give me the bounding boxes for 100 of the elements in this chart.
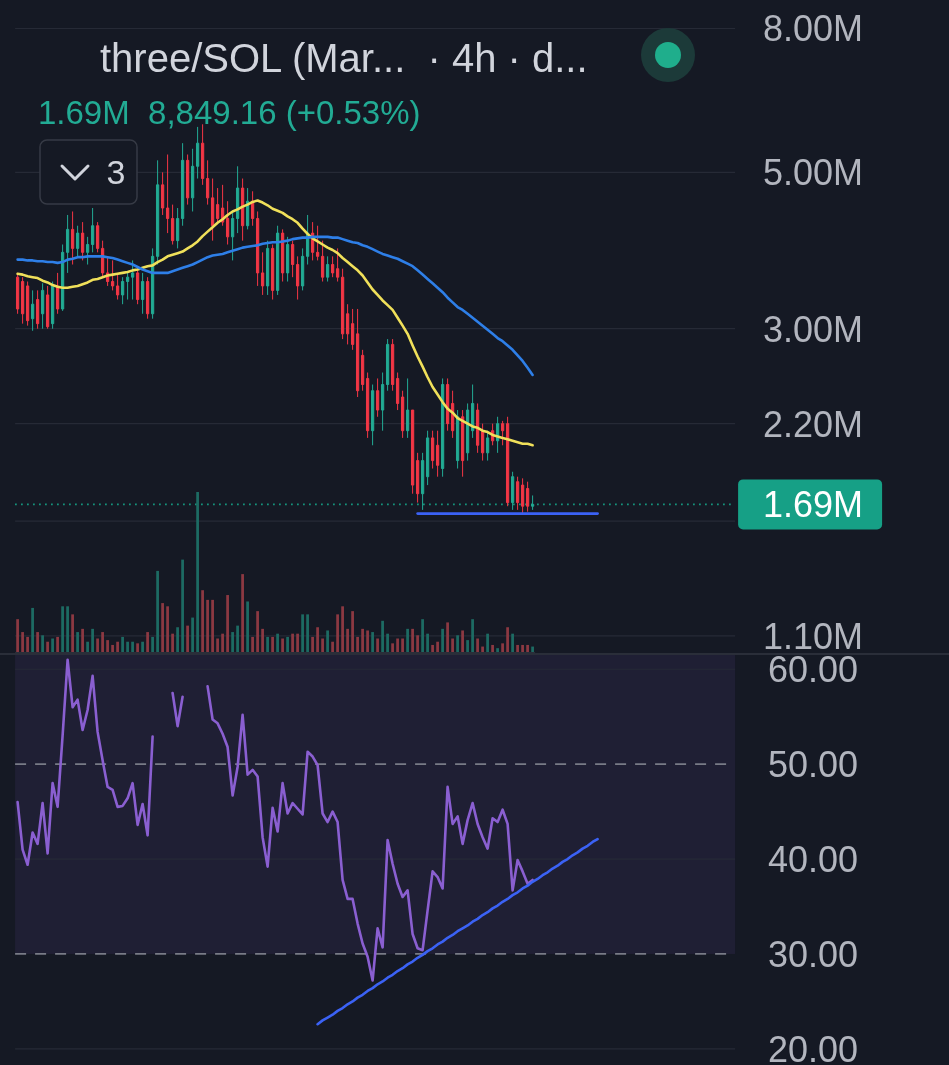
y-tick-label: 5.00M [762,152,864,194]
candlestick [65,214,70,274]
bar [26,636,29,653]
candlestick [250,190,255,227]
candlestick [275,225,280,296]
bar [346,628,349,653]
bar [41,635,44,653]
candlestick [505,416,510,507]
bar [521,644,524,653]
candlestick [515,476,520,511]
candlestick [55,272,60,315]
bar [416,635,419,653]
candlestick [465,402,470,462]
bar [241,574,244,653]
bar [306,614,309,653]
bar [446,622,449,653]
bar [221,633,224,653]
bar [281,638,284,653]
bar [511,633,514,653]
candlestick [140,272,145,315]
candlestick [80,221,85,261]
candlestick [475,402,480,454]
candlestick [165,154,170,234]
candlestick [355,308,360,398]
bar [36,632,39,653]
candlestick [15,272,20,315]
bar [526,644,529,653]
candlestick [300,247,305,291]
candlestick [145,276,150,320]
bar [271,636,274,653]
bar [51,638,54,653]
candlestick [510,471,515,511]
line-series [16,199,534,447]
bar [426,633,429,653]
candlestick [445,377,450,432]
candlestick [385,338,390,392]
candlestick [40,282,45,330]
candlestick [315,225,320,261]
bar [501,643,504,653]
candlestick [400,390,405,439]
bar [206,599,209,653]
bar [436,641,439,653]
bar [71,614,74,653]
candlestick [115,272,120,301]
candlestick [90,207,95,253]
bar [251,636,254,653]
candlestick [410,409,415,495]
bar [286,636,289,653]
bar [126,641,129,653]
candlestick [35,289,40,330]
candlestick [265,240,270,296]
y-tick-label: 8.00M [762,8,864,50]
bar [421,619,424,653]
bar [161,603,164,653]
candlestick [50,281,55,330]
bar [276,633,279,653]
bar [156,570,159,653]
candlestick [345,303,350,345]
candlestick [85,236,90,266]
candlestick [495,416,500,454]
bar [411,628,414,653]
bar [486,633,489,653]
candlestick [460,409,465,478]
candlestick [325,255,330,283]
candlestick [70,210,75,266]
bar [431,644,434,653]
candlestick [225,200,230,245]
bar [361,628,364,653]
ref-line-label: 50.00 [767,744,859,786]
bar [246,601,249,653]
candlestick [430,430,435,470]
bar [381,620,384,653]
line-series [316,837,599,1026]
candlestick [240,178,245,242]
candlestick [30,289,35,332]
bar [171,633,174,653]
candlestick [455,409,460,470]
candlestick [135,268,140,305]
bar [401,638,404,653]
y-tick-label: 2.20M [762,403,864,445]
dropdown-button: 3 [39,139,138,205]
candlestick [110,259,115,291]
bar [291,633,294,653]
bar [336,614,339,653]
candlestick [435,430,440,478]
candlestick [420,452,425,511]
bar [191,617,194,653]
y-tick-label: 40.00 [767,839,859,881]
line-series [16,235,534,377]
bar [196,492,199,653]
candlestick [155,159,160,266]
bar [116,641,119,653]
bar [141,641,144,653]
bar [91,628,94,653]
bar [366,630,369,653]
candlestick [520,477,525,515]
candlestick [210,178,215,242]
candlestick [245,187,250,230]
candlestick [75,225,80,257]
bar [376,638,379,653]
